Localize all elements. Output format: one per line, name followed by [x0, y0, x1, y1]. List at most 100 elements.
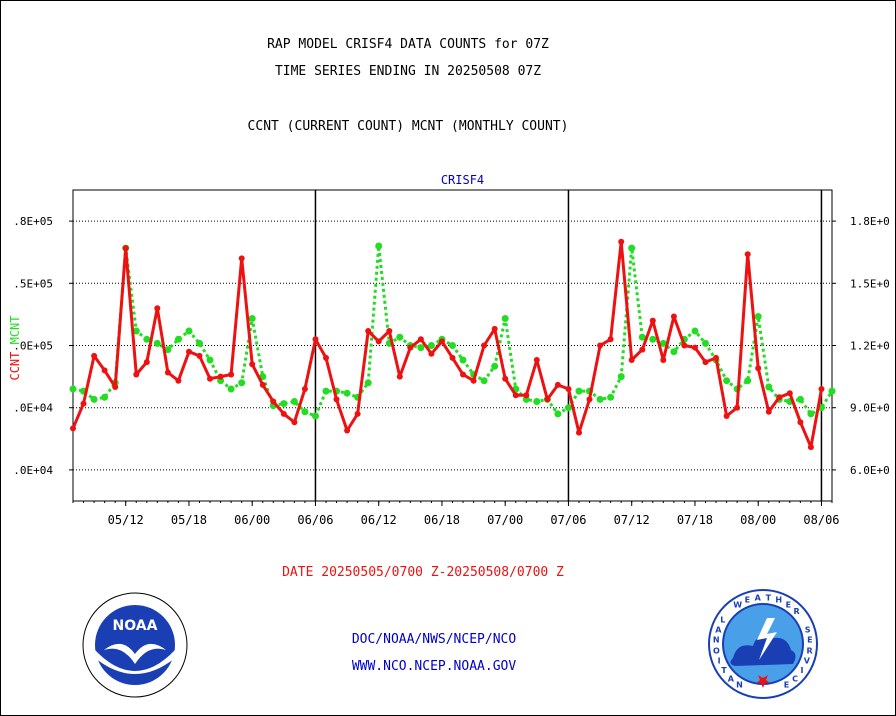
- data-point-ccnt: [576, 429, 582, 436]
- data-point-ccnt: [207, 375, 213, 382]
- data-point-ccnt: [217, 373, 224, 380]
- data-point-ccnt: [460, 371, 466, 378]
- data-point-ccnt: [544, 396, 551, 403]
- data-point-mcnt: [343, 389, 351, 397]
- data-point-ccnt: [776, 394, 783, 401]
- x-tick-label: 06/06: [297, 513, 333, 527]
- x-tick-label: 08/00: [740, 513, 776, 527]
- data-point-ccnt: [301, 386, 308, 392]
- y-axis-label: CCNT MCNT: [8, 315, 22, 380]
- y-tick-label-left: .0E+04: [13, 464, 53, 477]
- data-point-mcnt: [301, 408, 309, 416]
- data-point-mcnt: [723, 377, 731, 385]
- noaa-logo: NOAA: [82, 592, 188, 698]
- data-point-ccnt: [407, 344, 414, 351]
- data-point-ccnt: [607, 336, 614, 343]
- data-point-mcnt: [101, 393, 109, 401]
- data-point-mcnt: [396, 333, 404, 341]
- data-point-mcnt: [607, 393, 615, 401]
- data-point-ccnt: [428, 350, 435, 357]
- data-point-mcnt: [670, 348, 678, 356]
- data-point-ccnt: [333, 396, 340, 403]
- data-point-mcnt: [480, 377, 488, 385]
- data-point-ccnt: [80, 400, 87, 407]
- data-point-ccnt: [523, 392, 530, 399]
- url-line: WWW.NCO.NCEP.NOAA.GOV: [351, 659, 517, 674]
- data-point-ccnt: [70, 425, 76, 432]
- y-tick-label-right: 1.5E+0: [850, 277, 890, 290]
- data-point-ccnt: [512, 392, 519, 399]
- data-point-mcnt: [143, 335, 151, 343]
- data-point-mcnt: [196, 339, 203, 347]
- data-point-ccnt: [502, 375, 509, 382]
- x-tick-label: 06/12: [361, 513, 397, 527]
- data-point-ccnt: [154, 305, 161, 312]
- data-point-mcnt: [691, 327, 699, 335]
- data-point-ccnt: [270, 398, 277, 405]
- data-point-ccnt: [692, 344, 698, 351]
- data-point-mcnt: [206, 356, 214, 364]
- x-tick-label: 07/06: [550, 513, 586, 527]
- data-point-mcnt: [227, 385, 235, 393]
- data-point-mcnt: [238, 379, 246, 387]
- data-point-ccnt: [702, 359, 709, 366]
- title-line-3: CCNT (CURRENT COUNT) MCNT (MONTHLY COUNT…: [247, 119, 569, 134]
- data-point-mcnt: [153, 339, 161, 347]
- data-point-mcnt: [290, 398, 298, 405]
- data-point-ccnt: [449, 354, 456, 361]
- data-point-ccnt: [533, 357, 540, 363]
- data-point-ccnt: [797, 419, 804, 426]
- y-axis-label-mcnt: MCNT: [8, 315, 22, 344]
- data-point-mcnt: [617, 373, 625, 381]
- data-point-ccnt: [365, 328, 372, 334]
- data-point-ccnt: [597, 342, 604, 349]
- y-tick-label-right: 6.0E+0: [850, 464, 890, 477]
- data-point-ccnt: [639, 346, 646, 353]
- data-point-mcnt: [174, 335, 182, 343]
- y-tick-label-left: .8E+05: [13, 215, 53, 228]
- data-point-mcnt: [459, 356, 467, 364]
- data-point-mcnt: [90, 395, 98, 403]
- data-point-ccnt: [344, 427, 351, 434]
- x-tick-label: 08/06: [803, 513, 839, 527]
- title-line-2: TIME SERIES ENDING IN 20250508 07Z: [274, 64, 542, 79]
- data-point-mcnt: [828, 387, 836, 395]
- data-point-ccnt: [354, 410, 361, 417]
- x-tick-label: 07/18: [677, 513, 713, 527]
- title-line-1: RAP MODEL CRISF4 DATA COUNTS for 07Z: [267, 37, 549, 52]
- y-tick-label-right: 1.2E+0: [850, 340, 890, 353]
- data-point-ccnt: [312, 336, 319, 343]
- data-point-ccnt: [291, 419, 298, 426]
- data-point-ccnt: [554, 381, 561, 388]
- data-point-ccnt: [323, 354, 329, 361]
- data-point-ccnt: [734, 404, 741, 411]
- data-point-ccnt: [744, 251, 751, 258]
- data-point-mcnt: [312, 412, 319, 420]
- data-point-ccnt: [196, 352, 203, 359]
- data-point-ccnt: [786, 390, 793, 397]
- data-point-mcnt: [322, 387, 330, 395]
- org-line: DOC/NOAA/NWS/NCEP/NCO: [351, 632, 517, 647]
- data-point-mcnt: [375, 242, 383, 250]
- data-point-mcnt: [596, 395, 604, 403]
- data-point-ccnt: [818, 386, 825, 392]
- data-point-ccnt: [228, 371, 235, 378]
- data-point-mcnt: [565, 404, 572, 412]
- data-point-ccnt: [649, 317, 656, 324]
- data-point-mcnt: [649, 335, 657, 343]
- data-point-ccnt: [681, 342, 688, 349]
- data-point-ccnt: [723, 413, 730, 419]
- data-point-ccnt: [586, 396, 593, 403]
- y-tick-label-right: 9.0E+0: [850, 402, 890, 415]
- data-point-ccnt: [660, 357, 667, 363]
- data-point-mcnt: [575, 387, 583, 395]
- data-point-mcnt: [164, 346, 172, 354]
- y-tick-label-left: .5E+05: [13, 277, 53, 290]
- data-point-ccnt: [765, 408, 772, 415]
- y-axis-label-ccnt: CCNT: [8, 344, 22, 380]
- data-point-ccnt: [755, 365, 762, 372]
- y-tick-label-left: .0E+05: [13, 340, 53, 353]
- data-point-mcnt: [628, 244, 636, 252]
